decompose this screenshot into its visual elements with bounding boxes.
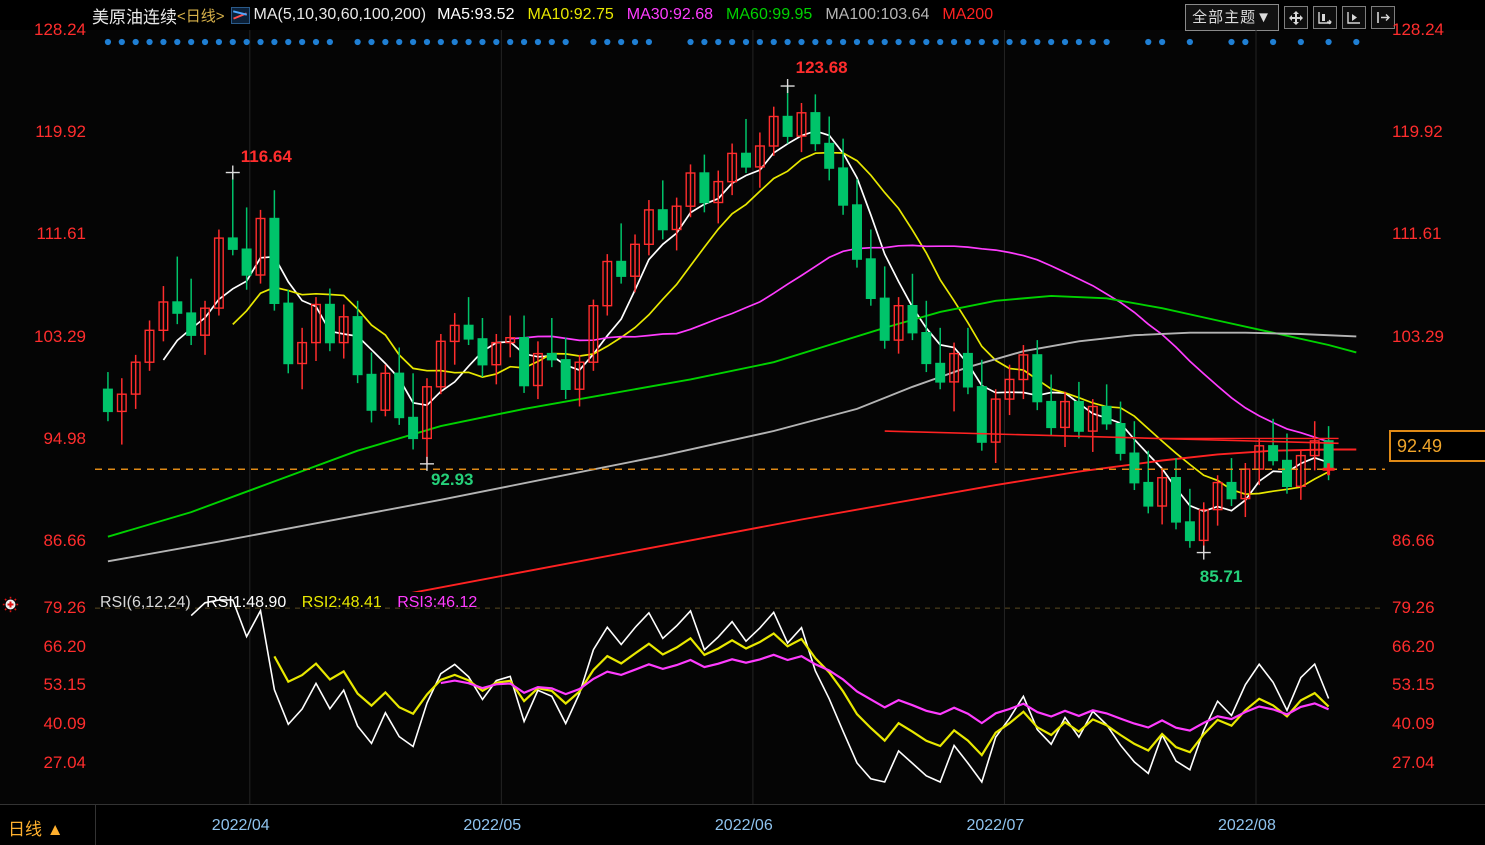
annotation-low-1: 92.93	[430, 469, 474, 489]
rsi1-value: RSI1:48.90	[206, 594, 287, 611]
price-tick-right: 111.61	[1392, 224, 1442, 244]
theme-select-button[interactable]: 全部主题▼	[1185, 4, 1279, 31]
time-axis-label: 2022/08	[1218, 817, 1276, 834]
price-tick-right: 86.66	[1392, 530, 1435, 550]
price-axis-left: 128.24 119.92 111.61 103.29 94.98 86.66	[0, 21, 95, 592]
time-axis-label: 2022/04	[211, 817, 270, 834]
annotation-high-1: 116.64	[240, 146, 292, 166]
current-price-badge[interactable]: 92.49	[1389, 430, 1485, 462]
rsi-panel: 79.26 66.20 53.15 40.09 27.04 79.26 66.20 53.1…	[0, 592, 1485, 804]
time-axis-label: 2022/06	[714, 817, 773, 834]
price-tick-left: 94.98	[43, 428, 86, 448]
price-tick-left: 103.29	[34, 326, 86, 346]
price-tick-right: 119.92	[1392, 122, 1443, 142]
ma5-value: MA5:93.52	[437, 6, 515, 23]
ma30-value: MA30:92.68	[626, 6, 714, 23]
rsi-tick-right: 79.26	[1392, 598, 1435, 618]
rsi2-value: RSI2:48.41	[301, 594, 382, 611]
time-axis-label: 2022/05	[463, 817, 522, 834]
period-toggle-button[interactable]: 日线 ▲	[8, 820, 64, 839]
rsi-tick-left: 53.15	[43, 675, 86, 695]
price-tick-right: 128.24	[1392, 20, 1444, 39]
rsi3-value: RSI3:46.12	[397, 594, 478, 611]
ma100-value: MA100:103.64	[825, 6, 930, 23]
exit-fullscreen-icon[interactable]	[1371, 6, 1395, 29]
price-tick-left: 86.66	[43, 530, 86, 550]
current-price-value: 92.49	[1397, 435, 1443, 456]
close-panel-icon[interactable]	[2, 596, 19, 613]
ma10-value: MA10:92.75	[527, 6, 614, 23]
ma-title: MA(5,10,30,60,100,200)	[253, 6, 427, 23]
chart-toolbar: 全部主题▼	[1185, 4, 1395, 31]
price-tick-right: 103.29	[1392, 326, 1444, 346]
annotation-low-2: 85.71	[1199, 566, 1243, 586]
time-axis: 日线 ▲ 2022/04 2022/05 2022/06 2022/07 2022/08	[0, 804, 1485, 845]
price-panel: 128.24 119.92 111.61 103.29 94.98 86.66 128.2…	[0, 21, 1485, 592]
rsi-tick-right: 66.20	[1392, 636, 1435, 656]
rsi-tick-right: 53.15	[1392, 675, 1435, 695]
symbol-name: 美原油连续	[92, 7, 177, 27]
rsi-header: RSI(6,12,24) RSI1:48.90 RSI2:48.41 RSI3:…	[100, 594, 488, 612]
move-crosshair-icon[interactable]	[1284, 6, 1308, 29]
fit-right-icon[interactable]	[1342, 6, 1366, 29]
time-axis-label: 2022/07	[966, 817, 1025, 834]
rsi-tick-left: 66.20	[43, 636, 86, 656]
rsi-axis-right: 79.26 66.20 53.15 40.09 27.04	[1385, 592, 1485, 804]
price-tick-left: 128.24	[34, 20, 86, 39]
rsi-tick-left: 27.04	[43, 752, 86, 772]
rsi-canvas	[95, 592, 1385, 804]
rsi-plot-area[interactable]	[95, 592, 1385, 804]
ma200-value: MA200	[942, 6, 994, 23]
candlestick-canvas	[95, 30, 1385, 592]
ma60-value: MA60:99.95	[726, 6, 813, 23]
rsi-tick-left: 79.26	[43, 598, 86, 618]
rsi-tick-right: 27.04	[1392, 752, 1435, 772]
period-tag: <日线>	[177, 7, 225, 25]
rsi-tick-left: 40.09	[43, 714, 86, 734]
annotation-high-2: 123.68	[795, 58, 848, 78]
axis-divider	[95, 805, 96, 845]
rsi-tick-right: 40.09	[1392, 714, 1435, 734]
kline-indicator-icon	[230, 6, 250, 24]
price-tick-left: 111.61	[36, 224, 86, 244]
rsi-title: RSI(6,12,24)	[100, 594, 191, 611]
rsi-axis-left: 79.26 66.20 53.15 40.09 27.04	[0, 592, 95, 804]
fit-left-icon[interactable]	[1313, 6, 1337, 29]
price-plot-area[interactable]: 116.64 123.68 92.93 85.71	[95, 30, 1385, 592]
price-tick-left: 119.92	[35, 122, 86, 142]
